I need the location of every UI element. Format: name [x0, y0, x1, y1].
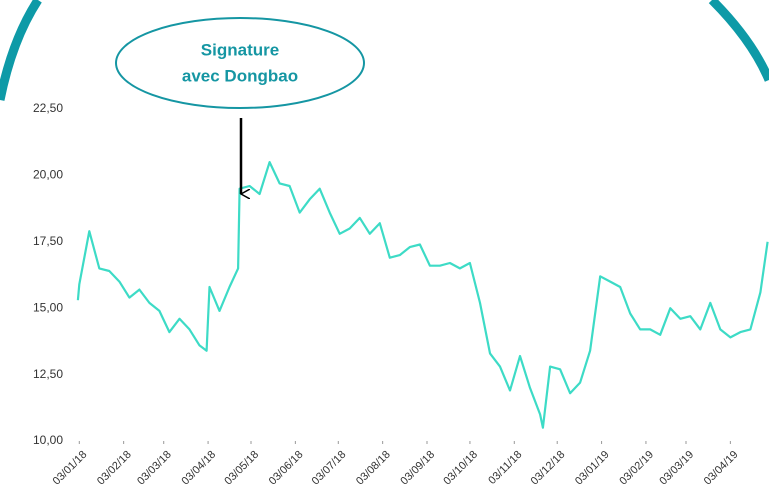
x-tick-label: 03/02/19: [617, 449, 656, 488]
x-tick-label: 03/03/19: [657, 449, 696, 488]
x-tick-label: 03/12/18: [529, 449, 568, 488]
x-tick-label: 03/01/18: [51, 449, 90, 488]
frame-arc: [0, 0, 42, 101]
annotation-bubble: [115, 17, 365, 109]
x-tick-label: 03/06/18: [267, 449, 306, 488]
x-tick-label: 03/11/18: [486, 449, 524, 487]
y-tick-label: 20,00: [33, 168, 63, 182]
annotation-text: Signature: [201, 40, 279, 59]
frame-arc: [708, 0, 769, 82]
y-tick-label: 17,50: [33, 234, 63, 248]
x-tick-label: 03/02/18: [95, 449, 134, 488]
x-tick-label: 03/07/18: [310, 449, 349, 488]
y-tick-label: 15,00: [33, 300, 63, 314]
x-tick-label: 03/03/18: [135, 449, 174, 488]
x-tick-label: 03/01/19: [573, 449, 612, 488]
y-tick-label: 10,00: [33, 433, 63, 447]
x-tick-label: 03/09/18: [398, 449, 437, 488]
x-tick-label: 03/08/18: [354, 449, 393, 488]
y-tick-label: 22,50: [33, 101, 63, 115]
y-tick-label: 12,50: [33, 367, 63, 381]
annotation-text: avec Dongbao: [182, 66, 298, 85]
x-tick-label: 03/04/19: [702, 449, 741, 488]
price-line: [76, 161, 769, 429]
x-tick-label: 03/10/18: [441, 449, 480, 488]
x-tick-label: 03/05/18: [222, 449, 261, 488]
x-tick-label: 03/04/18: [179, 449, 218, 488]
